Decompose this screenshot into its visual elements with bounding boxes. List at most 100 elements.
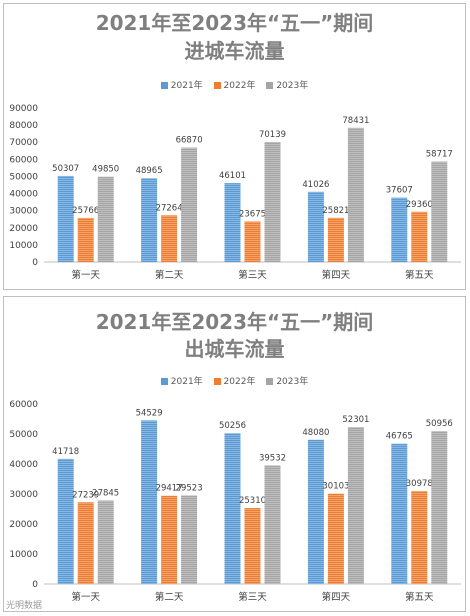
bar-2022年-第一天 <box>77 217 94 262</box>
data-label: 52301 <box>342 415 369 425</box>
y-tick-label: 20000 <box>9 520 38 530</box>
data-label: 25766 <box>72 206 99 216</box>
bar-2023年-第三天 <box>264 141 281 262</box>
data-label: 58717 <box>426 150 453 160</box>
bar-2022年-第四天 <box>327 217 344 262</box>
data-label: 70139 <box>259 130 286 140</box>
legend-label: 2022年 <box>223 377 256 387</box>
data-label: 29523 <box>176 483 203 493</box>
data-label: 49850 <box>92 165 119 175</box>
legend-label: 2021年 <box>170 377 203 387</box>
data-label: 39532 <box>259 453 286 463</box>
bar-2021年-第四天 <box>307 439 324 584</box>
chart-legend: 2021年 2022年 2023年 <box>4 78 465 91</box>
chart-title-line1: 2021年至2023年“五一”期间 <box>95 11 374 35</box>
bar-2022年-第四天 <box>327 493 344 584</box>
data-label: 46101 <box>219 171 246 181</box>
inbound-chart-panel: 2021年至2023年“五一”期间 进城车流量 2021年 2022年 2023… <box>3 3 466 290</box>
outbound-chart-panel: 2021年至2023年“五一”期间 出城车流量 2021年 2022年 2023… <box>3 296 466 612</box>
data-label: 48965 <box>136 166 163 176</box>
data-label: 27264 <box>156 203 183 213</box>
x-tick-label: 第二天 <box>155 269 184 281</box>
bar-2022年-第二天 <box>161 215 178 262</box>
data-label: 78431 <box>342 116 369 126</box>
data-label: 30103 <box>322 482 349 492</box>
legend-label: 2023年 <box>276 81 309 91</box>
data-label: 41718 <box>52 447 79 457</box>
legend-item-2023: 2023年 <box>266 78 308 91</box>
data-label: 48080 <box>302 428 329 438</box>
bar-2023年-第二天 <box>181 147 198 262</box>
bar-2023年-第五天 <box>431 161 448 262</box>
data-label: 50956 <box>426 419 453 429</box>
y-tick-label: 40000 <box>9 460 38 470</box>
y-tick-label: 50000 <box>9 430 38 440</box>
x-tick-label: 第五天 <box>405 591 434 603</box>
y-tick-label: 10000 <box>9 241 38 251</box>
legend-swatch <box>160 378 168 385</box>
data-label: 37607 <box>386 186 413 196</box>
legend-item-2022: 2022年 <box>213 374 256 387</box>
x-tick-label: 第二天 <box>155 591 184 603</box>
y-tick-label: 10000 <box>9 550 38 560</box>
y-tick-label: 80000 <box>9 121 38 131</box>
bar-2023年-第二天 <box>181 495 198 584</box>
y-tick-label: 30000 <box>9 207 38 217</box>
bar-2022年-第一天 <box>77 502 94 584</box>
watermark: 光明数据 <box>6 601 43 611</box>
bar-2023年-第四天 <box>347 127 364 263</box>
bar-2023年-第三天 <box>264 465 281 584</box>
x-tick-label: 第五天 <box>405 269 434 281</box>
bar-2021年-第一天 <box>57 175 74 262</box>
y-tick-label: 60000 <box>9 155 38 165</box>
y-tick-label: 20000 <box>9 224 38 234</box>
x-tick-label: 第三天 <box>238 591 267 603</box>
legend-item-2022: 2022年 <box>213 78 256 91</box>
chart-title-line2: 进城车流量 <box>184 39 285 63</box>
bar-2022年-第五天 <box>411 211 428 262</box>
bar-2022年-第二天 <box>161 495 178 584</box>
y-tick-label: 90000 <box>9 104 38 114</box>
x-tick-label: 第一天 <box>71 591 100 603</box>
data-label: 50256 <box>219 421 246 431</box>
bar-2021年-第三天 <box>224 183 241 262</box>
bar-2022年-第五天 <box>411 491 428 584</box>
data-label: 50307 <box>52 164 79 174</box>
y-tick-label: 0 <box>32 258 38 268</box>
data-label: 66870 <box>176 136 203 146</box>
data-label: 54529 <box>136 408 163 418</box>
legend-swatch <box>266 378 274 385</box>
x-tick-label: 第四天 <box>322 591 351 603</box>
bar-2021年-第五天 <box>391 443 408 584</box>
x-tick-label: 第四天 <box>322 269 351 281</box>
legend-swatch <box>266 82 274 89</box>
legend-item-2021: 2021年 <box>160 78 203 91</box>
chart-title-line2: 出城车流量 <box>184 337 285 361</box>
legend-label: 2023年 <box>276 377 309 387</box>
chart-title-line1: 2021年至2023年“五一”期间 <box>95 310 374 334</box>
data-label: 25821 <box>322 206 349 216</box>
bar-2022年-第三天 <box>244 221 261 262</box>
bar-2021年-第二天 <box>141 178 158 262</box>
legend-swatch <box>213 378 221 385</box>
data-label: 29417 <box>156 484 183 494</box>
legend-label: 2021年 <box>170 81 203 91</box>
bar-2021年-第一天 <box>57 458 74 584</box>
data-label: 23675 <box>239 209 266 219</box>
y-tick-label: 70000 <box>9 138 38 148</box>
bar-2021年-第四天 <box>307 191 324 262</box>
data-label: 41026 <box>302 180 329 190</box>
chart-legend: 2021年 2022年 2023年 <box>4 374 465 387</box>
bar-2023年-第一天 <box>97 176 114 262</box>
legend-swatch <box>213 82 221 89</box>
inbound-bar-chart: 0 10000 20000 30000 40000 50000 60000 70000 8000… <box>9 104 461 281</box>
legend-label: 2022年 <box>223 81 256 91</box>
legend-swatch <box>160 82 168 89</box>
y-tick-label: 0 <box>32 580 38 590</box>
y-tick-label: 30000 <box>9 490 38 500</box>
data-label: 30978 <box>406 479 433 489</box>
bar-2023年-第五天 <box>431 431 448 584</box>
bar-2021年-第五天 <box>391 197 408 262</box>
bar-2023年-第一天 <box>97 500 114 584</box>
x-tick-label: 第三天 <box>238 269 267 281</box>
